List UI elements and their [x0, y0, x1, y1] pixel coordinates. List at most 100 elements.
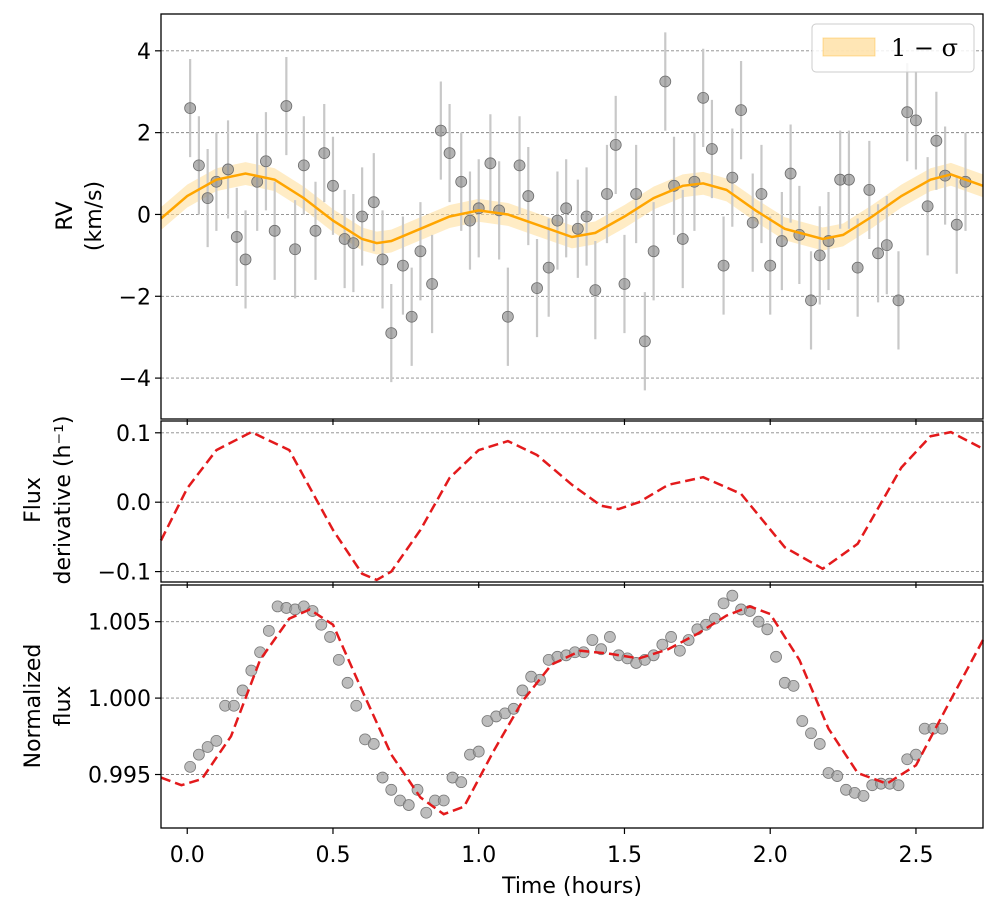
rv-ylabel-line1: RV	[53, 201, 78, 230]
rv-point	[910, 114, 922, 127]
rv-point	[260, 155, 272, 168]
nf-gridlines	[161, 621, 983, 775]
rv-point	[659, 75, 672, 88]
nf-axes-frame	[160, 584, 984, 829]
flux-point	[787, 679, 800, 692]
flux-point	[761, 623, 774, 636]
rv-point	[280, 100, 293, 112]
rv-point	[513, 159, 526, 172]
rv-point	[755, 188, 768, 200]
rv-point	[930, 134, 943, 147]
flux-model-line	[160, 605, 985, 816]
flux-point	[262, 624, 275, 637]
rv-point	[405, 310, 418, 323]
x-tick-label: 1.0	[461, 843, 496, 868]
rv-point	[501, 310, 514, 323]
rv-point	[843, 173, 855, 186]
rv-point	[309, 224, 322, 237]
legend: 1 − σ	[811, 23, 975, 73]
rv-point	[347, 237, 360, 249]
rv-point	[735, 104, 747, 117]
nf-ytick-label: 0.995	[88, 764, 151, 789]
legend-box	[811, 23, 975, 73]
flux-point	[201, 741, 214, 753]
rv-point	[443, 147, 456, 159]
x-tick-label: 1.5	[607, 843, 642, 868]
rv-axes-frame	[160, 13, 984, 420]
rv-ytick-label: 2	[137, 122, 151, 147]
flux-point	[586, 634, 599, 646]
rv-point	[609, 139, 622, 151]
rv-point	[327, 179, 339, 192]
fd-ylabel-line1: Flux	[21, 477, 46, 523]
rv-point	[201, 192, 214, 204]
legend-label: 1 − σ	[891, 34, 958, 62]
flux-point	[673, 644, 686, 657]
rv-panel: 4 2 0 −2 −4 RV (km/s) 1 − σ	[53, 13, 984, 425]
rv-y-ticks: 4 2 0 −2 −4	[119, 40, 161, 392]
flux-point	[516, 684, 529, 697]
rv-ytick-label: 4	[137, 40, 151, 65]
rv-point	[297, 159, 310, 172]
flux-point	[385, 783, 398, 796]
rv-point	[376, 253, 389, 266]
rv-point	[697, 91, 710, 104]
fd-axes-frame	[160, 420, 984, 583]
flux-point	[437, 794, 450, 807]
flux-point	[210, 734, 223, 747]
rv-point	[268, 224, 281, 237]
flux-point	[455, 776, 468, 789]
rv-point	[647, 245, 660, 258]
fd-ytick-label: 0.0	[116, 491, 151, 516]
rv-one-sigma-band	[161, 162, 983, 255]
rv-point	[630, 188, 643, 200]
rv-point	[522, 190, 535, 202]
rv-point	[618, 278, 631, 290]
rv-ytick-label: −2	[119, 285, 151, 310]
rv-model-line	[160, 172, 984, 245]
nf-ytick-label: 1.000	[88, 687, 151, 712]
rv-point	[239, 253, 252, 266]
rv-point	[571, 222, 584, 235]
fd-ytick-label: 0.1	[116, 422, 151, 447]
rv-point	[367, 196, 380, 209]
flux-point	[770, 650, 782, 663]
x-tick-label: 2.5	[898, 843, 933, 868]
rv-point	[746, 216, 759, 229]
nf-ytick-label: 1.005	[88, 611, 151, 636]
flux-point	[857, 790, 870, 802]
rv-point	[638, 335, 651, 348]
rv-point	[531, 282, 543, 294]
rv-point	[434, 124, 447, 137]
nf-x-ticks: 0.0 0.5 1.0 1.5 2.0 2.5	[170, 828, 933, 868]
rv-point	[580, 210, 593, 223]
rv-point	[397, 259, 409, 272]
rv-ylabel-line2: (km/s)	[82, 181, 107, 251]
flux-point	[402, 799, 415, 811]
rv-point	[950, 218, 963, 231]
rv-point	[901, 106, 914, 119]
rv-point	[484, 157, 497, 170]
x-axis-label: Time (hours)	[501, 874, 642, 899]
rv-point	[676, 233, 689, 245]
rv-point	[192, 159, 205, 172]
flux-derivative-line	[159, 430, 984, 582]
flux-point	[752, 615, 765, 628]
rv-point	[551, 214, 564, 227]
fd-ylabel-line2: derivative (h⁻¹)	[51, 416, 76, 585]
rv-point	[464, 214, 476, 227]
flux-point	[227, 699, 240, 712]
flux-point	[717, 597, 730, 610]
flux-point	[665, 631, 678, 643]
rv-point	[318, 147, 331, 159]
rv-point	[222, 163, 234, 176]
rv-point	[872, 247, 884, 260]
flux-point	[184, 760, 197, 773]
rv-point	[356, 210, 369, 223]
flux-point	[332, 653, 345, 666]
flux-point	[315, 618, 328, 631]
rv-ytick-label: −4	[119, 367, 151, 392]
flux-point	[892, 779, 905, 792]
rv-point	[542, 261, 555, 274]
rv-point	[863, 184, 876, 196]
